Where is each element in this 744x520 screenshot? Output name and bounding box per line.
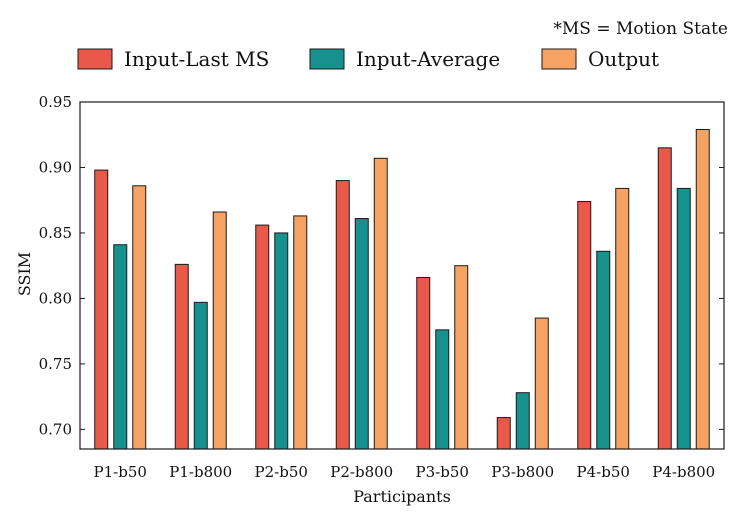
bar-input-last-ms-p3-b800 — [496, 417, 511, 450]
x-tick-label: P3-b50 — [416, 463, 469, 481]
legend-label: Input-Average — [356, 47, 500, 71]
bar-input-last-ms-p1-b50 — [94, 169, 109, 450]
x-tick-label: P2-b50 — [255, 463, 308, 481]
bar-output-p2-b50 — [293, 215, 308, 450]
bar-input-average-p3-b800 — [515, 392, 530, 450]
bar-input-last-ms-p3-b50 — [416, 276, 431, 450]
bar-input-average-p4-b800 — [676, 187, 691, 450]
x-tick-label: P4-b800 — [652, 463, 715, 481]
bar-output-p1-b800 — [212, 211, 227, 450]
legend-swatch — [309, 48, 345, 70]
y-tick-label: 0.95 — [39, 93, 72, 111]
bar-output-p1-b50 — [132, 185, 147, 450]
bar-input-last-ms-p4-b50 — [577, 201, 592, 450]
legend-swatch — [77, 48, 113, 70]
legend-item-input-last-ms: Input-Last MS — [77, 47, 269, 71]
bar-input-last-ms-p2-b800 — [335, 180, 350, 450]
bar-output-p3-b800 — [534, 317, 549, 450]
x-axis-title: Participants — [353, 487, 451, 506]
x-tick-label: P4-b50 — [577, 463, 630, 481]
bar-output-p4-b800 — [695, 129, 710, 450]
legend-item-input-average: Input-Average — [309, 47, 500, 71]
bar-input-average-p1-b800 — [193, 301, 208, 450]
y-tick-label: 0.70 — [39, 420, 72, 438]
x-tick-label: P1-b50 — [94, 463, 147, 481]
bar-input-last-ms-p4-b800 — [657, 147, 672, 450]
bar-input-last-ms-p1-b800 — [174, 263, 189, 450]
y-tick-label: 0.75 — [39, 355, 72, 373]
bar-input-last-ms-p2-b50 — [255, 224, 270, 450]
legend-swatch — [541, 48, 577, 70]
legend: Input-Last MS Input-Average Output — [77, 47, 659, 71]
x-tick-label: P2-b800 — [330, 463, 393, 481]
bar-input-average-p4-b50 — [596, 250, 611, 450]
bar-input-average-p1-b50 — [113, 244, 128, 450]
legend-label: Input-Last MS — [124, 47, 269, 71]
bar-output-p3-b50 — [454, 265, 469, 450]
y-tick-label: 0.80 — [39, 289, 72, 307]
x-tick-label: P3-b800 — [491, 463, 554, 481]
plot-frame — [79, 101, 725, 450]
legend-note: *MS = Motion State — [553, 19, 728, 39]
bars-group — [94, 129, 710, 450]
axes-group: P1-b50 P1-b800 P2-b50 P2-b800 P3-b50 P3-b800 P… — [39, 93, 725, 481]
legend-label: Output — [588, 47, 659, 71]
legend-item-output: Output — [541, 47, 659, 71]
y-tick-label: 0.85 — [39, 224, 72, 242]
bar-input-average-p2-b50 — [274, 232, 289, 450]
bar-output-p2-b800 — [373, 157, 388, 450]
bar-input-average-p3-b50 — [435, 329, 450, 450]
x-tick-label: P1-b800 — [169, 463, 232, 481]
bar-input-average-p2-b800 — [354, 218, 369, 450]
bar-output-p4-b50 — [615, 187, 630, 450]
y-tick-label: 0.90 — [39, 158, 72, 176]
y-axis-title: SSIM — [15, 252, 34, 296]
